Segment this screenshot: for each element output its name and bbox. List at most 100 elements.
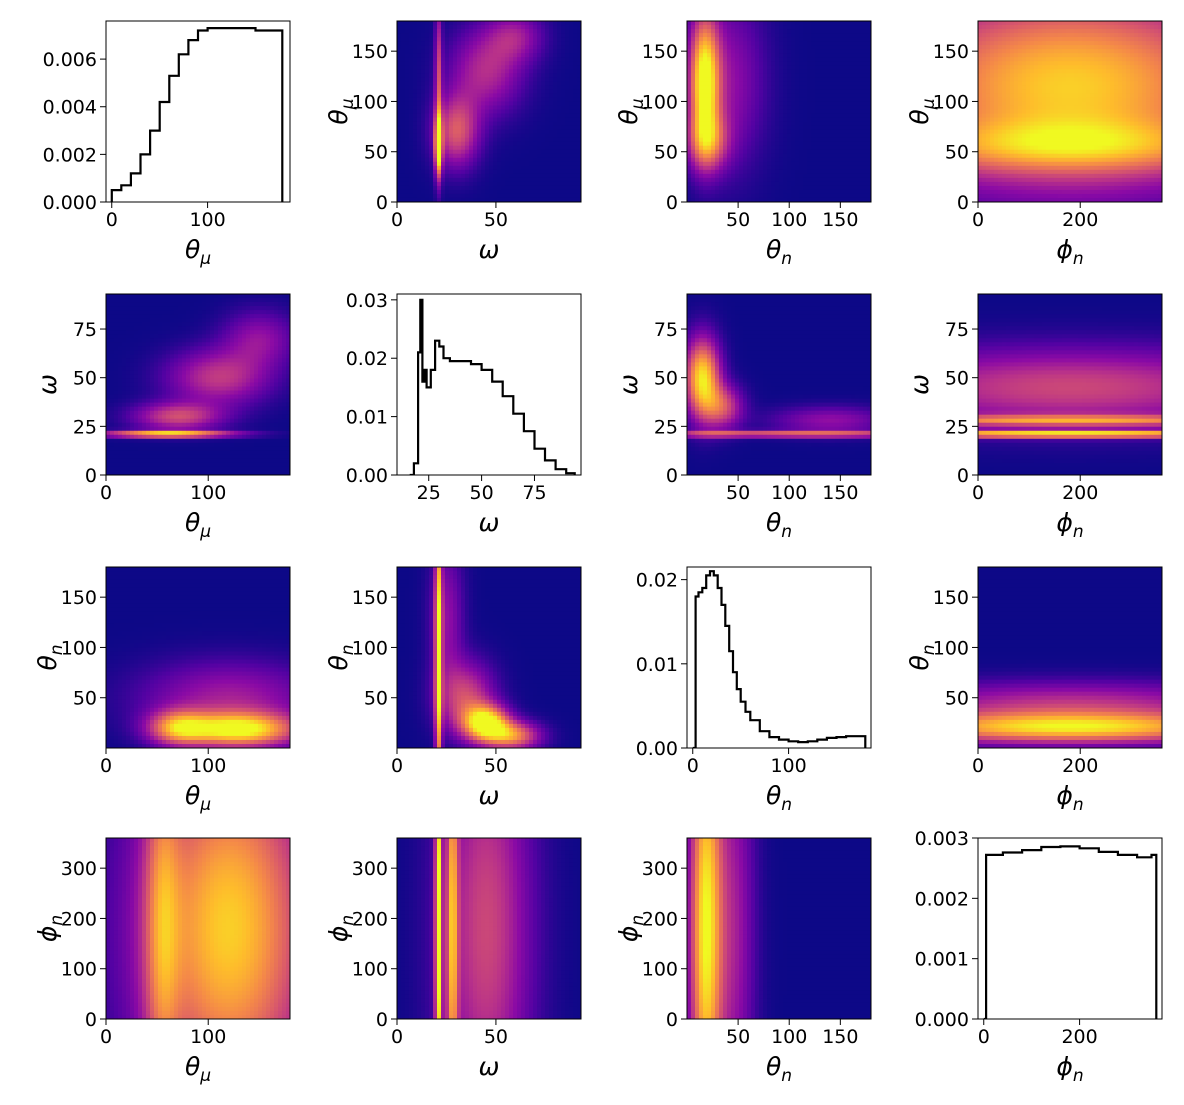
heatmap-cell (549, 61, 554, 66)
heatmap-cell (441, 37, 446, 42)
heatmap-cell (759, 173, 764, 179)
heatmap-cell (827, 121, 832, 127)
heatmap-cell (425, 37, 430, 42)
heatmap-cell (799, 89, 804, 94)
heatmap-cell (537, 89, 542, 94)
heatmap-cell (481, 77, 486, 82)
heatmap-cell (763, 69, 768, 74)
heatmap-cell (763, 133, 768, 139)
heatmap-cell (855, 141, 860, 147)
heatmap-cell (437, 125, 442, 131)
heatmap-cell (425, 193, 430, 199)
heatmap-cell (990, 93, 995, 99)
heatmap-cell (417, 73, 422, 78)
heatmap-cell (425, 121, 430, 127)
heatmap-cell (795, 149, 800, 155)
heatmap-cell (573, 73, 578, 78)
heatmap-cell (445, 181, 450, 187)
heatmap-cell (791, 177, 796, 183)
heatmap-cell (481, 57, 486, 62)
heatmap-cell (763, 105, 768, 111)
heatmap-cell (521, 189, 526, 195)
heatmap-cell (433, 145, 438, 151)
heatmap-cell (807, 53, 812, 58)
heatmap-cell (573, 145, 578, 151)
heatmap-cell (517, 53, 522, 58)
heatmap-cell (771, 21, 776, 26)
heatmap-cell (577, 165, 581, 171)
heatmap-cell (1010, 49, 1015, 54)
heatmap-cell (1034, 197, 1039, 202)
heatmap-cell (485, 161, 490, 167)
heatmap-cell (703, 33, 708, 38)
heatmap-cell (505, 21, 510, 26)
heatmap-cell (687, 125, 692, 131)
heatmap-cell (843, 169, 848, 175)
heatmap-cell (1006, 169, 1011, 175)
heatmap-cell (545, 41, 550, 46)
heatmap-cell (743, 193, 748, 199)
heatmap-cell (453, 69, 458, 74)
heatmap-cell (561, 125, 566, 131)
heatmap-cell (429, 29, 434, 34)
heatmap-cell (779, 129, 784, 135)
heatmap-cell (711, 157, 716, 163)
heatmap-cell (541, 141, 546, 147)
heatmap-cell (421, 21, 426, 26)
heatmap-cell (429, 61, 434, 66)
heatmap-cell (533, 185, 538, 191)
heatmap-cell (843, 149, 848, 155)
heatmap-cell (847, 25, 852, 30)
heatmap-cell (433, 41, 438, 46)
heatmap-cell (421, 45, 426, 50)
heatmap-cell (695, 73, 700, 78)
heatmap-cell (417, 81, 422, 86)
heatmap-cell (569, 37, 574, 42)
heatmap-cell (751, 117, 756, 123)
heatmap-cell (489, 133, 494, 139)
heatmap-cell (767, 129, 772, 135)
heatmap-cell (553, 109, 558, 115)
heatmap-cell (783, 29, 788, 34)
heatmap-cell (529, 85, 534, 90)
heatmap-cell (695, 161, 700, 167)
heatmap-cell (513, 97, 518, 103)
heatmap-cell (421, 169, 426, 175)
heatmap-cell (489, 101, 494, 107)
heatmap-cell (735, 157, 740, 163)
heatmap-cell (525, 49, 530, 54)
heatmap-cell (469, 65, 474, 70)
heatmap-cell (835, 61, 840, 66)
heatmap-cell (401, 185, 406, 191)
heatmap-cell (457, 189, 462, 195)
heatmap-cell (743, 141, 748, 147)
heatmap-cell (859, 189, 864, 195)
heatmap-cell (691, 29, 696, 34)
heatmap-cell (441, 65, 446, 70)
heatmap-cell (998, 61, 1003, 66)
heatmap-cell (529, 57, 534, 62)
heatmap-cell (751, 193, 756, 199)
heatmap-cell (1042, 157, 1047, 163)
heatmap-cell (449, 173, 454, 179)
heatmap-cell (429, 77, 434, 82)
heatmap-cell (775, 21, 780, 26)
heatmap-cell (847, 45, 852, 50)
heatmap-cell (1038, 37, 1043, 42)
heatmap-cell (561, 69, 566, 74)
heatmap-cell (727, 49, 732, 54)
heatmap-cell (1018, 173, 1023, 179)
heatmap-cell (405, 81, 410, 86)
heatmap-cell (855, 161, 860, 167)
heatmap-cell (695, 165, 700, 171)
heatmap-cell (731, 181, 736, 187)
heatmap-cell (715, 137, 720, 143)
heatmap-cell (699, 73, 704, 78)
heatmap-cell (703, 125, 708, 131)
heatmap-cell (767, 105, 772, 111)
heatmap-cell (397, 197, 402, 202)
heatmap-cell (489, 37, 494, 42)
heatmap-cell (759, 129, 764, 135)
heatmap-cell (1006, 77, 1011, 82)
heatmap-cell (421, 173, 426, 179)
